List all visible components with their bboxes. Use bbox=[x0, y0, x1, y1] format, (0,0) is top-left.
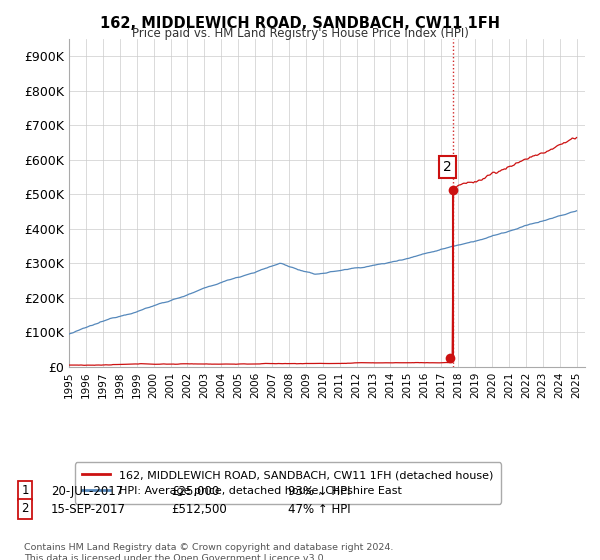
Text: £25,000: £25,000 bbox=[171, 484, 219, 498]
Text: 2: 2 bbox=[22, 502, 29, 515]
Text: 47% ↑ HPI: 47% ↑ HPI bbox=[288, 503, 350, 516]
Legend: 162, MIDDLEWICH ROAD, SANDBACH, CW11 1FH (detached house), HPI: Average price, d: 162, MIDDLEWICH ROAD, SANDBACH, CW11 1FH… bbox=[74, 463, 501, 503]
Text: 15-SEP-2017: 15-SEP-2017 bbox=[51, 503, 126, 516]
Text: 1: 1 bbox=[22, 484, 29, 497]
Text: 2: 2 bbox=[443, 160, 452, 174]
Text: £512,500: £512,500 bbox=[171, 503, 227, 516]
Text: Contains HM Land Registry data © Crown copyright and database right 2024.
This d: Contains HM Land Registry data © Crown c… bbox=[24, 543, 394, 560]
Text: 93% ↓ HPI: 93% ↓ HPI bbox=[288, 484, 350, 498]
Text: 20-JUL-2017: 20-JUL-2017 bbox=[51, 484, 123, 498]
Text: Price paid vs. HM Land Registry's House Price Index (HPI): Price paid vs. HM Land Registry's House … bbox=[131, 27, 469, 40]
Text: 162, MIDDLEWICH ROAD, SANDBACH, CW11 1FH: 162, MIDDLEWICH ROAD, SANDBACH, CW11 1FH bbox=[100, 16, 500, 31]
